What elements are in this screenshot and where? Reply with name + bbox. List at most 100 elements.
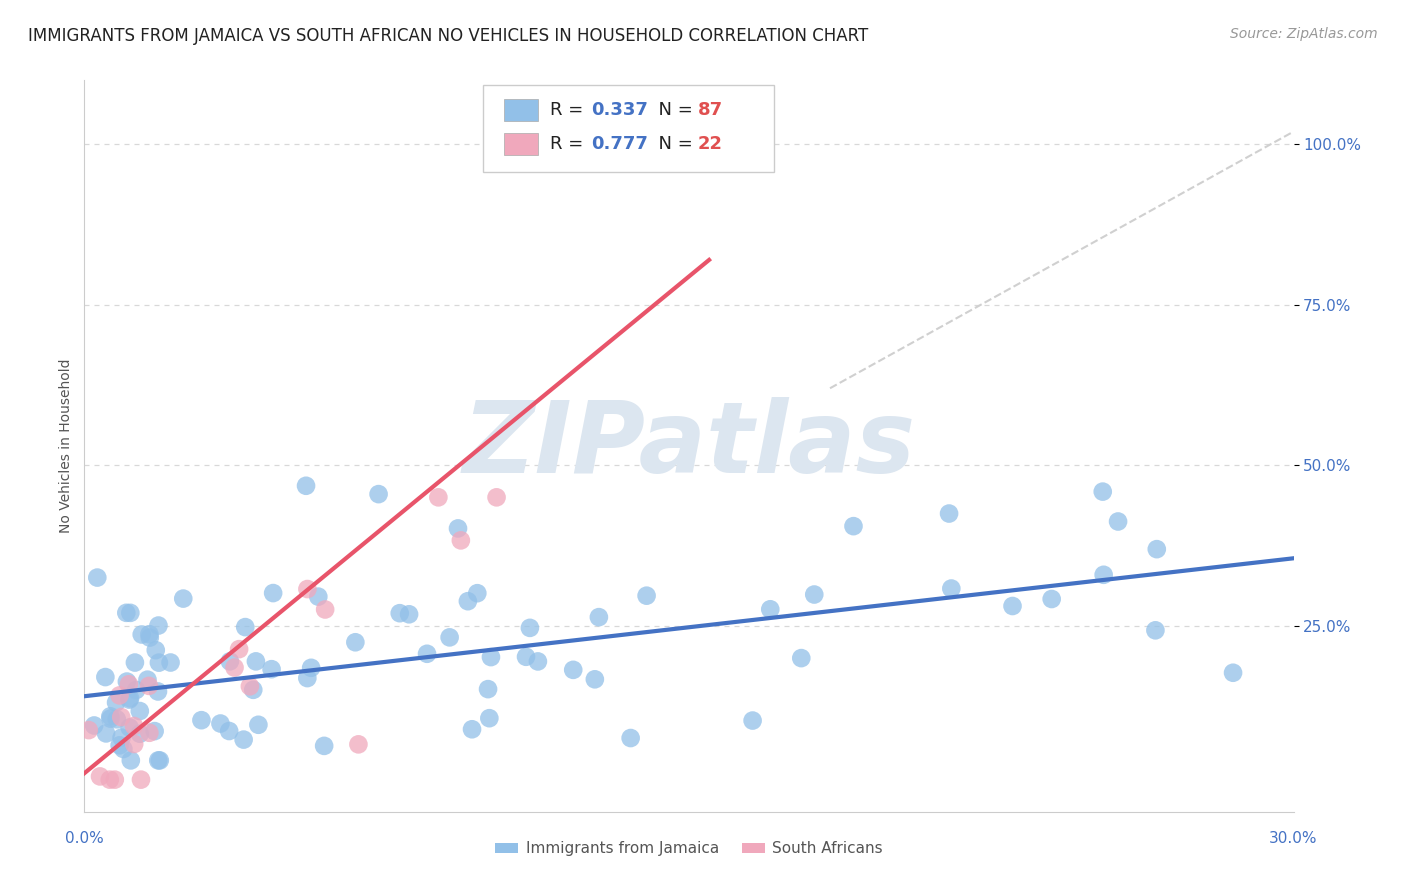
Point [314,602,336,616]
Point [138,627,160,641]
Point [100,712,122,726]
Point [122,719,145,733]
Point [1144,624,1167,638]
Point [112,742,135,756]
Point [1091,484,1114,499]
Point [457,594,479,608]
Point [190,713,212,727]
Point [461,723,484,737]
Point [262,586,284,600]
Text: 0.777: 0.777 [591,135,648,153]
Point [1001,599,1024,613]
Point [219,654,242,668]
Point [398,607,420,622]
Point [260,662,283,676]
Point [299,661,322,675]
Point [583,673,606,687]
Text: 22: 22 [697,135,723,153]
Point [314,739,336,753]
Point [136,673,159,687]
Point [115,674,138,689]
Point [105,696,128,710]
Point [478,711,501,725]
Point [128,727,150,741]
Point [485,491,508,505]
Legend: Immigrants from Jamaica, South Africans: Immigrants from Jamaica, South Africans [489,836,889,863]
Point [297,582,319,596]
Point [148,753,170,767]
Point [143,724,166,739]
Point [242,682,264,697]
Text: N =: N = [647,135,699,153]
Point [1222,665,1244,680]
Point [89,769,111,783]
Point [439,631,461,645]
Point [620,731,643,745]
Point [1146,542,1168,557]
Point [94,670,117,684]
Text: ZIPatlas: ZIPatlas [463,398,915,494]
Text: 30.0%: 30.0% [1270,831,1317,846]
Point [741,714,763,728]
Point [105,712,128,726]
Point [118,692,141,706]
Point [367,487,389,501]
Point [128,704,150,718]
Point [239,679,262,693]
Point [938,507,960,521]
Point [790,651,813,665]
Point [120,691,142,706]
Text: 0.0%: 0.0% [65,831,104,846]
Point [1040,592,1063,607]
Point [98,772,121,787]
Point [1107,515,1129,529]
Point [247,718,270,732]
Point [232,732,254,747]
Point [148,618,170,632]
Point [519,621,541,635]
Point [138,726,160,740]
Point [110,731,132,745]
Point [1092,567,1115,582]
Text: Source: ZipAtlas.com: Source: ZipAtlas.com [1230,27,1378,41]
Point [118,677,141,691]
Point [218,724,240,739]
Point [115,606,138,620]
Point [83,718,105,732]
Point [447,521,470,535]
Point [416,647,439,661]
Point [131,627,153,641]
Text: R =: R = [550,101,589,119]
Point [941,582,963,596]
Point [209,716,232,731]
Point [636,589,658,603]
Point [139,631,162,645]
Point [479,650,502,665]
Point [98,709,121,723]
Point [94,726,117,740]
Point [86,571,108,585]
Point [149,753,172,767]
Y-axis label: No Vehicles in Household: No Vehicles in Household [59,359,73,533]
Point [122,737,145,751]
Point [77,723,100,738]
Bar [503,133,538,155]
Point [108,689,131,703]
Text: N =: N = [647,101,699,119]
Point [125,683,148,698]
Point [148,656,170,670]
Bar [503,98,538,120]
Point [124,656,146,670]
Point [120,753,142,767]
Point [658,157,681,171]
Point [347,737,370,751]
Point [145,643,167,657]
Point [803,588,825,602]
Point [120,606,142,620]
Point [388,606,411,620]
Point [295,479,318,493]
Point [562,663,585,677]
Point [110,710,132,724]
Point [118,721,141,735]
Point [307,590,329,604]
